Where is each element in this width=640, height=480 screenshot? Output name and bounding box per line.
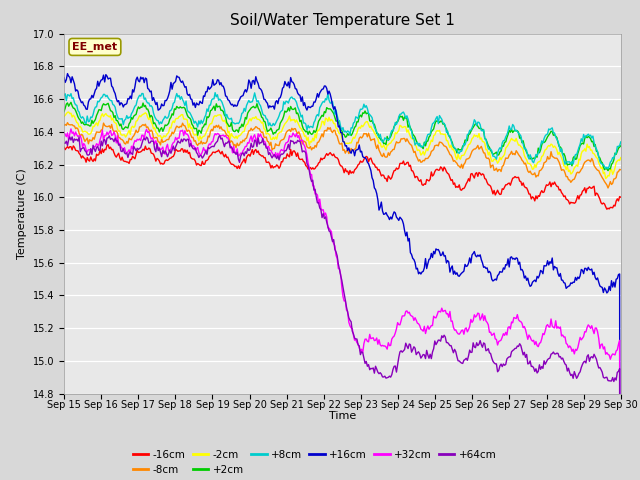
-16cm	[399, 158, 407, 164]
+32cm	[399, 313, 407, 319]
Line: -16cm: -16cm	[64, 145, 621, 209]
+8cm	[617, 139, 625, 145]
+2cm	[373, 131, 381, 136]
+8cm	[567, 161, 575, 167]
-8cm	[604, 185, 612, 191]
+16cm	[373, 191, 381, 196]
Line: +16cm: +16cm	[64, 73, 621, 480]
Line: -8cm: -8cm	[64, 122, 621, 188]
+8cm	[211, 90, 219, 96]
-2cm	[399, 124, 407, 130]
Line: +32cm: +32cm	[64, 129, 621, 480]
+8cm	[60, 93, 68, 98]
Legend: -16cm, -8cm, -2cm, +2cm, +8cm, +16cm, +32cm, +64cm: -16cm, -8cm, -2cm, +2cm, +8cm, +16cm, +3…	[129, 445, 500, 479]
+32cm	[567, 345, 575, 350]
Line: +8cm: +8cm	[64, 93, 621, 169]
+32cm	[234, 153, 242, 159]
+16cm	[470, 249, 478, 254]
+64cm	[234, 156, 242, 162]
+64cm	[216, 132, 223, 138]
Y-axis label: Temperature (C): Temperature (C)	[17, 168, 27, 259]
+8cm	[296, 110, 304, 116]
-16cm	[60, 144, 68, 150]
-16cm	[470, 175, 478, 181]
+8cm	[234, 120, 242, 126]
+2cm	[399, 118, 407, 123]
-16cm	[373, 164, 381, 170]
+16cm	[296, 92, 304, 98]
+2cm	[60, 108, 68, 114]
Line: +2cm: +2cm	[64, 102, 621, 170]
-8cm	[470, 146, 478, 152]
Line: +64cm: +64cm	[64, 135, 621, 480]
+64cm	[60, 140, 68, 146]
+2cm	[567, 160, 575, 166]
-2cm	[234, 133, 242, 139]
-16cm	[234, 163, 242, 169]
+32cm	[67, 126, 75, 132]
+16cm	[399, 221, 407, 227]
-8cm	[373, 146, 381, 152]
+64cm	[470, 344, 478, 350]
-2cm	[470, 132, 478, 138]
+2cm	[470, 122, 478, 128]
-8cm	[567, 180, 575, 185]
-2cm	[296, 125, 304, 131]
+64cm	[567, 372, 575, 378]
+16cm	[63, 71, 71, 76]
-2cm	[373, 134, 381, 140]
-16cm	[104, 142, 112, 148]
-8cm	[234, 143, 242, 148]
-8cm	[617, 167, 625, 173]
+32cm	[296, 138, 304, 144]
+16cm	[567, 280, 575, 286]
+8cm	[470, 117, 478, 122]
+2cm	[67, 99, 75, 105]
-2cm	[567, 171, 575, 177]
+64cm	[296, 138, 304, 144]
-8cm	[60, 122, 68, 128]
+32cm	[470, 312, 478, 318]
-2cm	[602, 176, 609, 181]
-2cm	[617, 155, 625, 160]
+16cm	[60, 75, 68, 81]
+16cm	[234, 99, 242, 105]
+8cm	[604, 166, 612, 172]
-16cm	[296, 156, 304, 162]
+8cm	[373, 129, 381, 134]
+2cm	[604, 168, 612, 173]
-16cm	[567, 199, 575, 205]
Title: Soil/Water Temperature Set 1: Soil/Water Temperature Set 1	[230, 13, 455, 28]
+2cm	[296, 119, 304, 124]
Text: EE_met: EE_met	[72, 42, 118, 52]
+2cm	[617, 143, 625, 149]
+32cm	[373, 335, 381, 341]
-2cm	[65, 109, 72, 115]
X-axis label: Time: Time	[329, 411, 356, 421]
-16cm	[617, 194, 625, 200]
-8cm	[63, 120, 71, 125]
Line: -2cm: -2cm	[64, 112, 621, 179]
-8cm	[296, 132, 304, 137]
+2cm	[234, 130, 242, 135]
+32cm	[60, 130, 68, 135]
-2cm	[60, 114, 68, 120]
+64cm	[373, 366, 381, 372]
+8cm	[399, 109, 407, 115]
-8cm	[399, 136, 407, 142]
+64cm	[399, 348, 407, 354]
-16cm	[603, 206, 611, 212]
